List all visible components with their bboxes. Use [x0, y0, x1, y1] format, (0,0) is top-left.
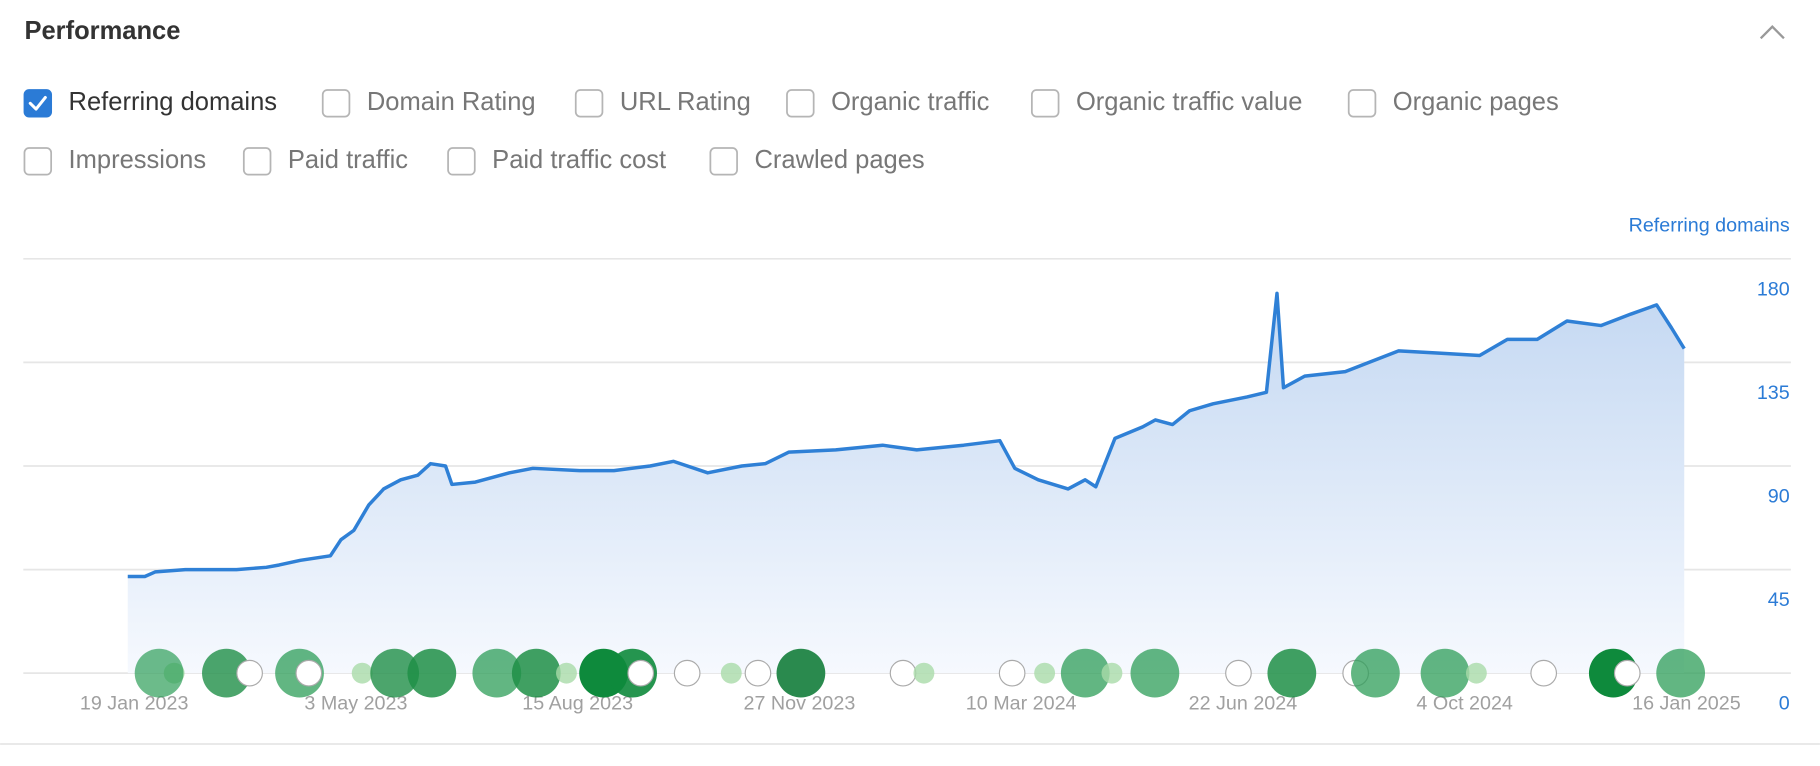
- checkmark: [28, 95, 47, 111]
- event-marker[interactable]: [472, 648, 522, 698]
- event-marker[interactable]: [913, 662, 935, 684]
- event-marker[interactable]: [295, 659, 323, 687]
- checkbox[interactable]: [242, 147, 272, 176]
- collapse-button[interactable]: [1759, 25, 1785, 40]
- x-tick-label: 4 Oct 2024: [1416, 693, 1512, 715]
- x-tick-label: 27 Nov 2023: [744, 693, 856, 715]
- checkbox[interactable]: [1030, 89, 1060, 118]
- y-tick-label: 0: [1779, 693, 1790, 715]
- x-tick-label: 22 Jun 2024: [1189, 693, 1298, 715]
- metric-checkboxes: Referring domains Domain Rating URL Rating…: [23, 88, 1559, 176]
- event-marker[interactable]: [998, 659, 1026, 687]
- event-marker[interactable]: [1656, 648, 1706, 698]
- event-marker[interactable]: [236, 659, 263, 687]
- checkbox[interactable]: [574, 89, 604, 118]
- event-marker[interactable]: [1130, 648, 1180, 698]
- y-axis-title: Referring domains: [1629, 215, 1790, 237]
- checkbox-label[interactable]: Organic traffic value: [1076, 88, 1302, 116]
- event-marker[interactable]: [1351, 648, 1400, 698]
- event-marker[interactable]: [1060, 648, 1110, 698]
- event-marker[interactable]: [1225, 659, 1252, 687]
- checkbox-label[interactable]: Crawled pages: [754, 146, 924, 174]
- event-markers: [134, 648, 1706, 698]
- x-tick-label: 16 Jan 2025: [1632, 693, 1741, 715]
- event-marker[interactable]: [1267, 648, 1317, 698]
- plot: Referring domains 0 45 90 135 180 19 Jan 2023 3…: [23, 215, 1791, 715]
- x-tick-label: 19 Jan 2023: [80, 693, 189, 715]
- event-marker[interactable]: [1465, 662, 1487, 684]
- event-marker[interactable]: [511, 648, 561, 698]
- event-marker[interactable]: [407, 648, 457, 698]
- line: [127, 291, 1686, 579]
- checkbox[interactable]: [1347, 89, 1377, 118]
- panel-title: Performance: [24, 17, 180, 45]
- checkbox[interactable]: [447, 147, 476, 176]
- event-marker[interactable]: [776, 648, 826, 698]
- event-marker[interactable]: [1613, 659, 1641, 687]
- event-marker[interactable]: [370, 648, 420, 698]
- x-tick-label: 10 Mar 2024: [966, 693, 1077, 715]
- event-marker[interactable]: [202, 648, 251, 698]
- checkbox-label[interactable]: Paid traffic cost: [492, 146, 666, 174]
- x-tick-label: 3 May 2023: [304, 693, 407, 715]
- event-marker[interactable]: [1034, 662, 1056, 684]
- event-marker[interactable]: [1530, 659, 1558, 687]
- checkbox-label[interactable]: Domain Rating: [367, 88, 536, 116]
- event-marker[interactable]: [673, 659, 701, 687]
- checkbox[interactable]: [23, 89, 53, 118]
- event-marker[interactable]: [720, 662, 742, 684]
- checkbox-label[interactable]: Paid traffic: [288, 146, 408, 174]
- checkbox-label[interactable]: Impressions: [69, 146, 207, 174]
- y-tick-label: 180: [1757, 278, 1790, 300]
- y-tick-label: 135: [1757, 382, 1790, 404]
- event-marker[interactable]: [351, 662, 373, 684]
- checkbox[interactable]: [786, 89, 815, 118]
- event-marker[interactable]: [1101, 662, 1123, 684]
- event-marker[interactable]: [627, 659, 655, 687]
- checkbox-label[interactable]: URL Rating: [620, 88, 751, 116]
- event-marker[interactable]: [134, 648, 184, 698]
- checkbox[interactable]: [23, 147, 53, 176]
- checkbox[interactable]: [321, 89, 351, 118]
- y-tick-label: 45: [1768, 589, 1790, 611]
- checkbox-label[interactable]: Organic traffic: [831, 88, 990, 116]
- event-marker[interactable]: [744, 659, 772, 687]
- checkbox[interactable]: [709, 147, 738, 176]
- area: [127, 293, 1685, 674]
- y-tick-label: 90: [1768, 486, 1790, 508]
- checkbox-label[interactable]: Referring domains: [69, 88, 277, 116]
- event-marker[interactable]: [556, 662, 577, 684]
- event-marker[interactable]: [889, 659, 917, 687]
- event-marker[interactable]: [1420, 648, 1470, 698]
- x-tick-label: 15 Aug 2023: [522, 693, 633, 715]
- checkbox-label[interactable]: Organic pages: [1393, 88, 1559, 116]
